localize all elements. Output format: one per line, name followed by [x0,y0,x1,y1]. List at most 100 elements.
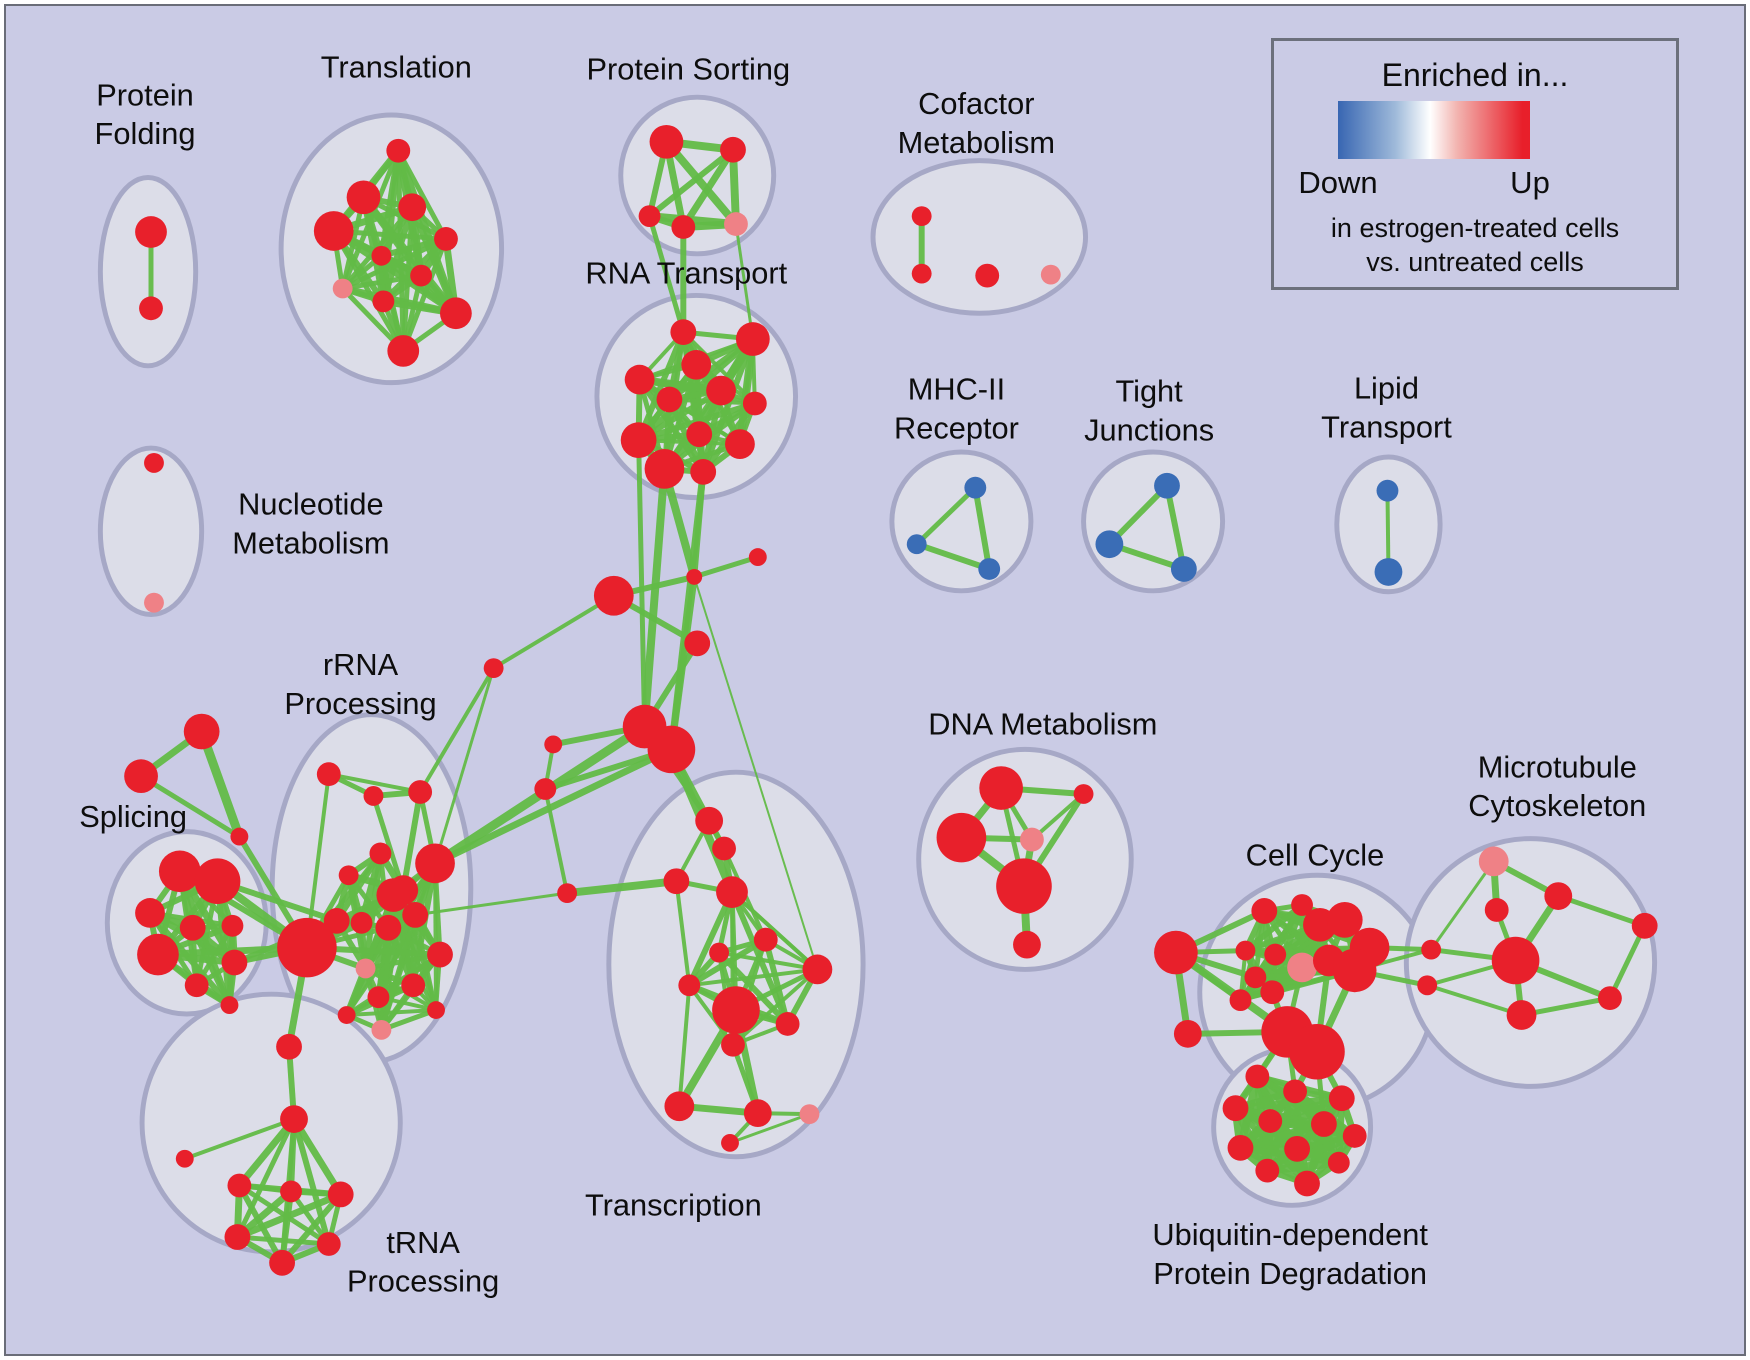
network-edge [677,985,692,1107]
network-node [124,759,158,793]
network-node [276,1033,302,1060]
network-node [664,1091,695,1122]
cluster-label-rrna-processing: rRNA [323,647,399,682]
network-edge [680,147,736,229]
network-edge [1607,924,1647,1000]
network-node [1328,1085,1355,1112]
cluster-label-mhc-ii-receptor: Receptor [894,410,1019,445]
network-node [742,391,767,416]
cluster-label-cofactor-metabolism: Metabolism [898,125,1055,160]
network-node [137,933,179,976]
network-node [706,375,736,406]
network-node [649,124,684,159]
cluster-label-nucleotide-metabolism: Metabolism [232,525,389,560]
network-node [1229,989,1252,1012]
network-node [139,296,163,321]
network-node [724,212,748,236]
network-edge [492,594,615,670]
network-node [427,941,453,968]
cluster-label-trna-processing: tRNA [386,1225,460,1260]
network-node [1294,1170,1320,1197]
network-node [1544,882,1573,910]
network-node [936,812,987,863]
network-node [313,211,354,251]
network-node [799,1104,820,1125]
network-edge [371,795,406,891]
network-node [725,429,755,459]
cluster-ellipse-cofactor-metabolism [870,158,1089,316]
cluster-label-protein-sorting: Protein Sorting [586,52,790,87]
network-node [144,592,164,613]
network-edge [291,1118,332,1245]
network-edge [343,894,397,1017]
network-node [743,1099,772,1128]
cluster-label-rrna-processing: Processing [284,686,436,721]
network-node [644,449,685,489]
network-node [355,958,376,979]
network-edge [1243,902,1304,953]
cluster-ellipse-trna-processing [139,991,403,1255]
network-node [332,278,353,299]
network-node [183,713,220,750]
network-edge [433,746,673,867]
network-edge [279,1192,343,1265]
network-edge [197,730,244,839]
network-edge [1266,1158,1340,1175]
network-edge [718,950,818,972]
network-node [1598,986,1622,1011]
network-node [371,1019,392,1040]
network-node [684,630,711,657]
network-node [647,725,696,774]
network-node [802,954,833,985]
network-node [716,876,748,908]
network-edge [291,1117,344,1197]
network-edge [693,576,819,970]
cluster-label-nucleotide-metabolism: Nucleotide [238,487,383,522]
network-node [1332,948,1377,993]
legend-up-label: Up [1510,165,1550,200]
cluster-label-dna-metabolism: DNA Metabolism [928,707,1157,742]
cluster-ellipse-mhc-ii-receptor [889,449,1034,594]
network-node [721,1032,745,1057]
network-node [1374,558,1403,586]
network-node [593,575,634,616]
network-edge [730,890,819,971]
network-node [996,858,1052,914]
label-layer: Protein Folding Translation Protein Sorting… [79,50,1646,1299]
network-node [440,297,472,330]
network-node [624,364,655,395]
network-edge [663,139,739,227]
network-node [534,778,557,800]
legend-caption-line2: vs. untreated cells [1366,247,1584,277]
network-edge [566,877,677,898]
network-node [280,1105,308,1133]
cluster-label-ubiquitin-degradation: Ubiquitin-dependent [1152,1217,1428,1252]
network-node [427,1001,445,1019]
network-edge [342,273,422,291]
cluster-label-translation: Translation [321,50,472,85]
network-node [483,658,504,679]
network-node [1073,784,1094,804]
network-node [316,1232,341,1256]
network-node [1013,930,1041,959]
network-node [670,319,697,345]
network-node [135,216,167,248]
network-node [1283,1079,1308,1104]
network-edge [1429,860,1495,951]
network-edge [716,950,790,1026]
network-node [135,898,165,928]
network-node [408,780,433,804]
legend-down-label: Down [1298,165,1378,200]
network-node [1154,930,1198,975]
network-edge [729,1112,810,1145]
network-edge [414,891,568,917]
network-node [681,349,712,380]
network-node [1326,902,1363,938]
network-edge [731,967,819,1047]
network-node [376,878,411,912]
network-node [1327,1151,1350,1174]
network-node [372,290,395,313]
cluster-label-tight-junctions: Junctions [1084,412,1214,447]
network-node [179,914,206,941]
